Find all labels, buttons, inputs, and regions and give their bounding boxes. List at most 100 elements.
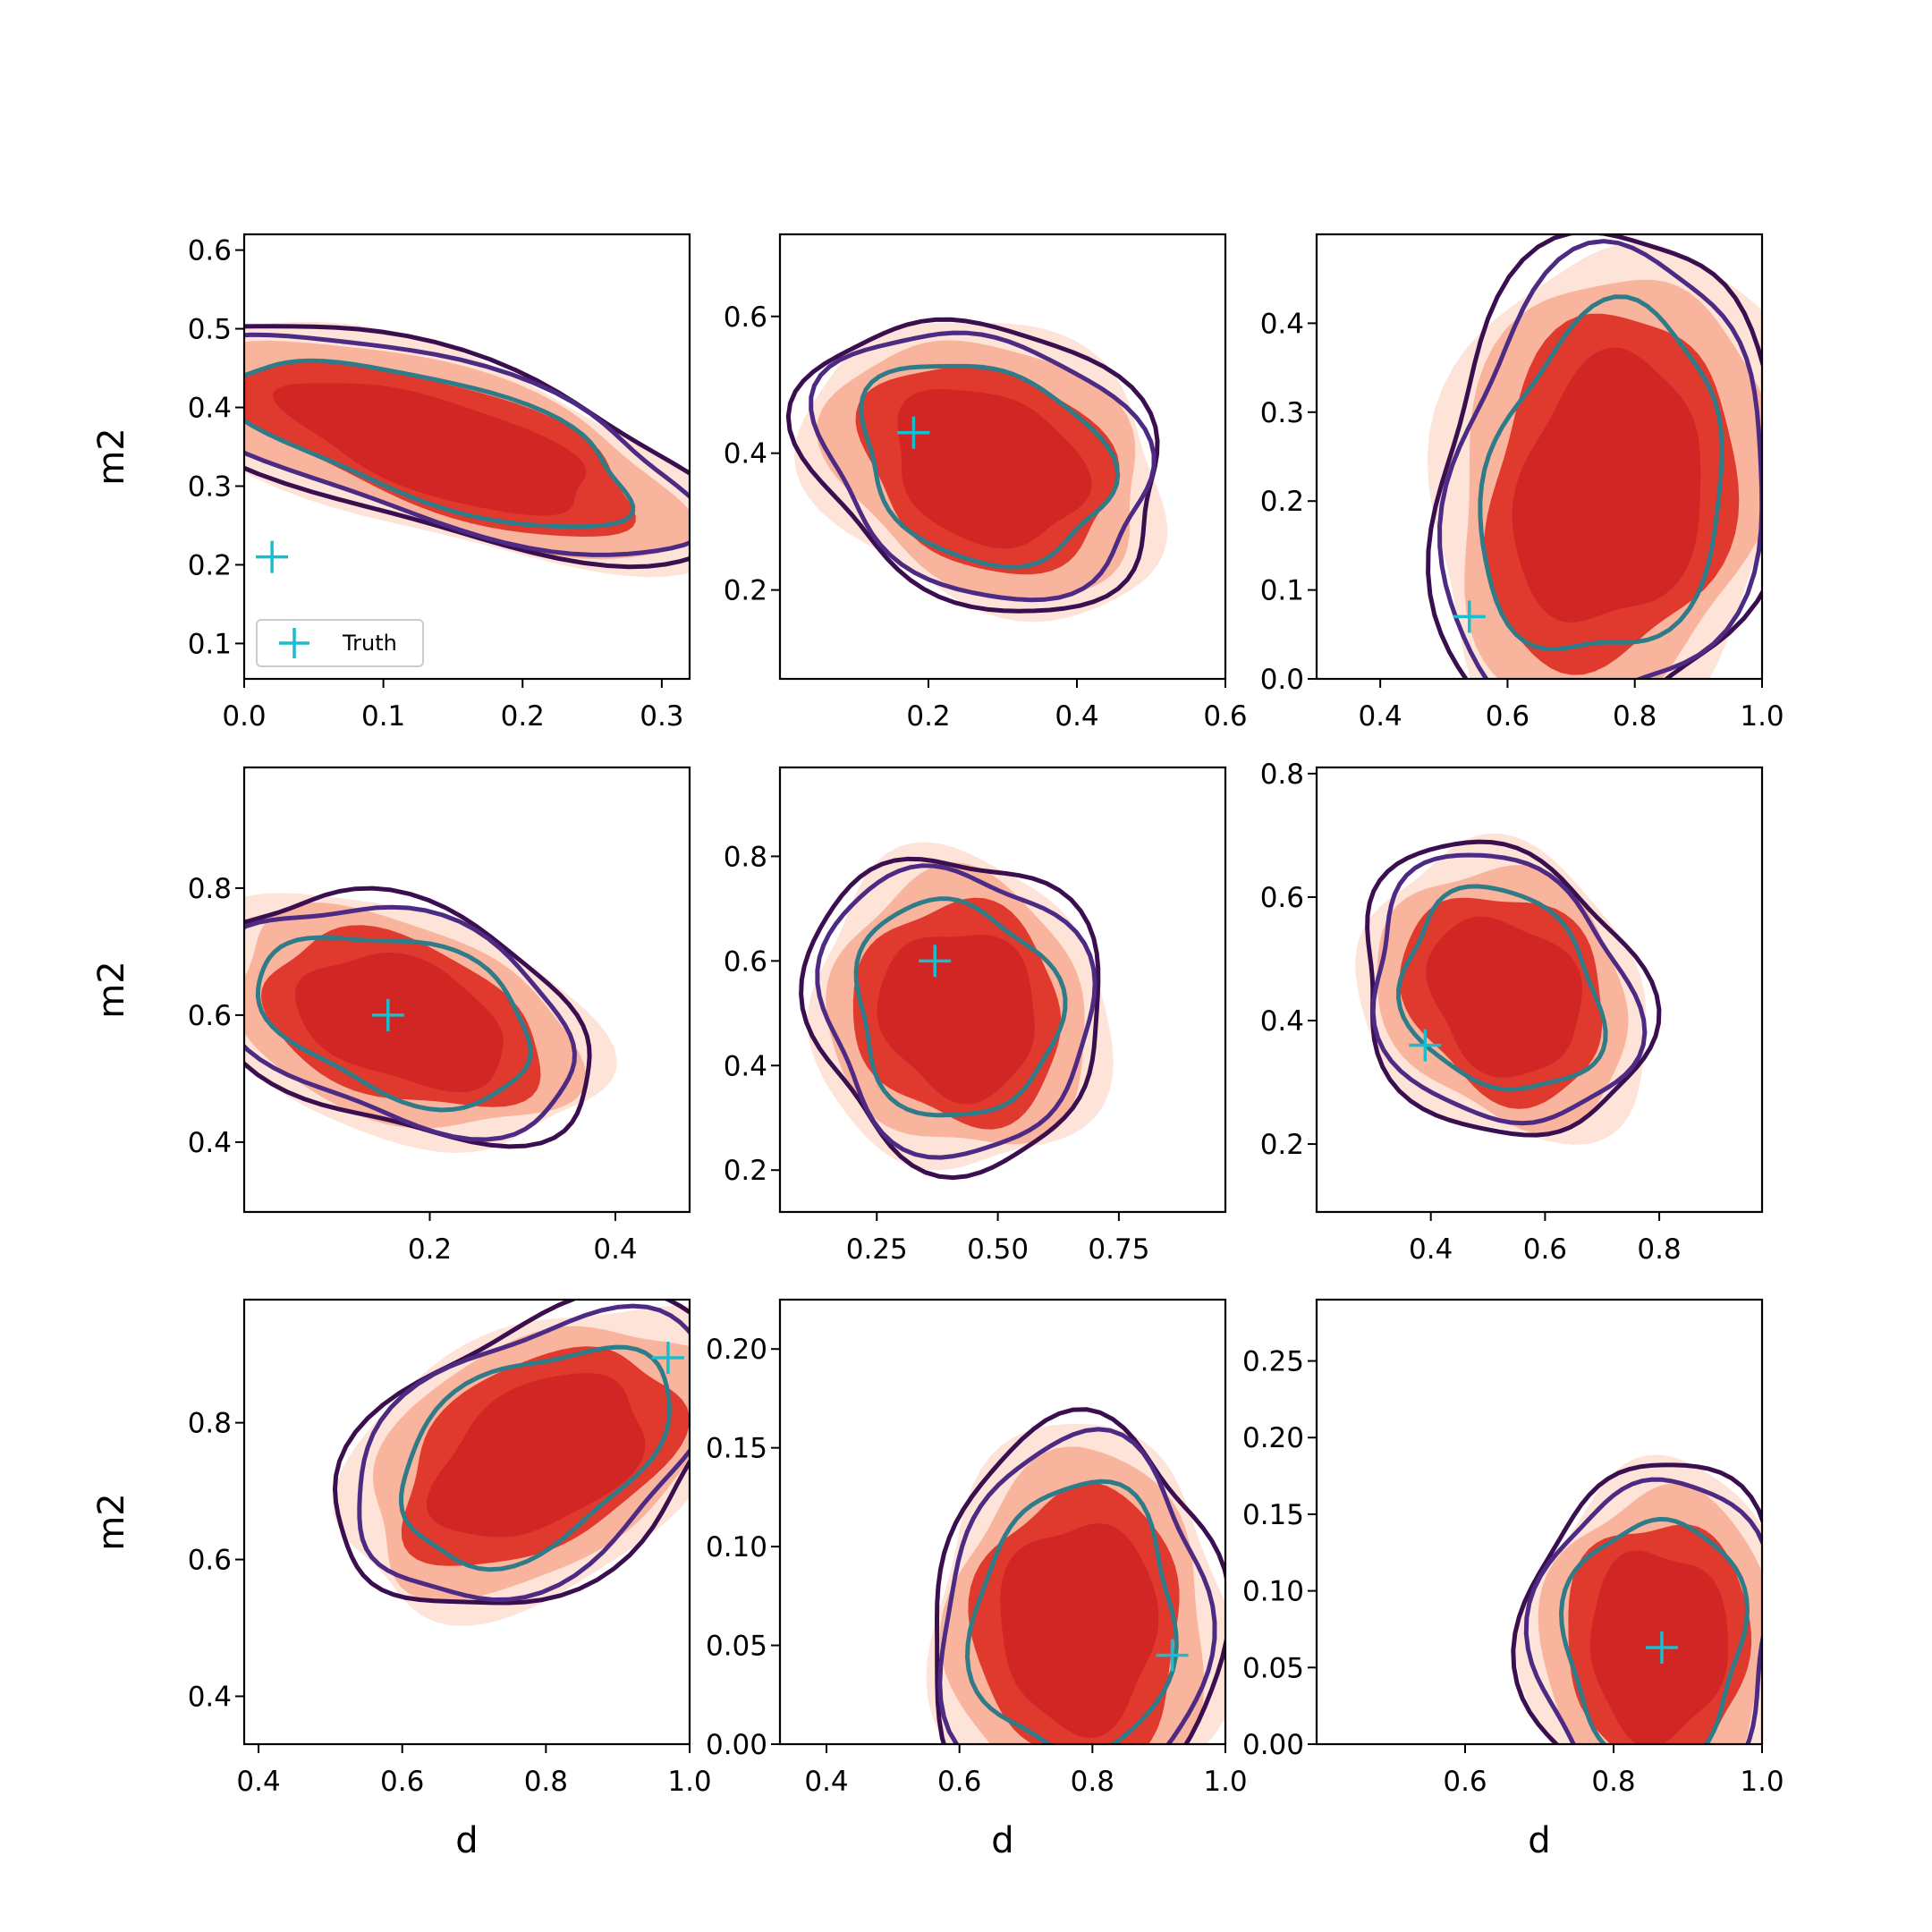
truth-marker [897, 416, 930, 449]
line-contour-level-3 [1396, 884, 1608, 1092]
x-tick-label: 0.4 [804, 1766, 848, 1798]
x-tick-label: 0.4 [1055, 700, 1098, 733]
y-tick-label: 0.00 [706, 1729, 767, 1761]
y-tick-label: 0.4 [1260, 308, 1304, 340]
truth-marker [651, 1341, 684, 1374]
y-tick-label: 0.10 [706, 1531, 767, 1563]
x-tick-label: 0.75 [1088, 1233, 1149, 1266]
legend: Truth [256, 619, 424, 667]
y-tick-label: 0.8 [188, 873, 232, 905]
line-contour-level-1 [1511, 1462, 1762, 1744]
line-contour-level-2 [244, 904, 577, 1142]
line-contour-level-3 [255, 935, 533, 1113]
x-tick-label: 0.0 [222, 700, 266, 733]
truth-marker [371, 998, 404, 1031]
y-tick-label: 0.6 [188, 1545, 232, 1577]
y-tick-label: 0.20 [1242, 1422, 1304, 1454]
y-tick-label: 0.2 [724, 1155, 767, 1187]
y-tick-label: 0.6 [188, 1000, 232, 1032]
truth-marker [1645, 1631, 1678, 1665]
line-contour-level-2 [937, 1427, 1217, 1744]
line-contour-level-2 [809, 330, 1157, 603]
y-tick-label: 0.3 [188, 470, 232, 503]
panel-4: 0.2 0.4 0.4 0.6 0.8 m2 [91, 766, 691, 1266]
panel-2: 0.2 0.4 0.6 0.2 0.4 0.6 [724, 233, 1248, 733]
line-contour-level-2 [244, 332, 690, 557]
y-tick-label: 0.6 [724, 301, 767, 334]
truth-marker [1409, 1029, 1442, 1062]
x-tick-label: 0.6 [1486, 700, 1530, 733]
filled-contour-level-4 [426, 1373, 646, 1538]
x-tick-label: 0.4 [1358, 700, 1402, 733]
x-axis-label: d [1528, 1820, 1550, 1861]
panel-6: 0.4 0.6 0.8 0.2 0.4 0.6 0.8 [1260, 758, 1764, 1266]
panel-8: 0.4 0.6 0.8 1.0 0.00 0.05 0.10 0.15 0.20 d [706, 1298, 1248, 1861]
y-tick-label: 0.4 [724, 1050, 767, 1082]
y-tick-label: 0.4 [188, 1681, 232, 1713]
y-tick-label: 0.1 [1260, 575, 1304, 607]
truth-marker [1453, 600, 1486, 633]
y-tick-label: 0.05 [706, 1631, 767, 1663]
panel-9: 0.6 0.8 1.0 0.00 0.05 0.10 0.15 0.20 0.25 d [1242, 1298, 1784, 1861]
y-tick-label: 0.8 [724, 841, 767, 873]
x-tick-label: 0.6 [1523, 1233, 1567, 1266]
x-tick-label: 0.2 [408, 1233, 452, 1266]
y-tick-label: 0.2 [724, 575, 767, 607]
y-tick-label: 0.4 [1260, 1005, 1304, 1038]
truth-marker [1156, 1639, 1189, 1672]
x-tick-label: 0.6 [380, 1766, 424, 1798]
x-tick-label: 0.4 [1409, 1233, 1453, 1266]
y-tick-label: 0.4 [188, 1127, 232, 1159]
y-axis-label: m2 [91, 428, 132, 485]
line-contour-level-1 [1365, 839, 1662, 1138]
x-axis-label: d [991, 1820, 1013, 1861]
filled-contour-level-4 [294, 953, 504, 1093]
panel-5: 0.25 0.50 0.75 0.2 0.4 0.6 0.8 [724, 766, 1227, 1266]
plot-area [926, 1407, 1225, 1744]
y-tick-label: 0.4 [724, 438, 767, 470]
x-tick-label: 1.0 [1740, 1766, 1784, 1798]
x-tick-label: 0.4 [593, 1233, 637, 1266]
y-tick-label: 0.0 [1260, 664, 1304, 696]
y-tick-label: 0.6 [1260, 882, 1304, 914]
panel-1: 0.0 0.1 0.2 0.3 0.1 0.2 0.3 0.4 0.5 0.6 m2 Truth [91, 233, 691, 733]
x-tick-label: 1.0 [1740, 700, 1784, 733]
line-contour-level-2 [357, 1303, 690, 1602]
y-axis-label: m2 [91, 1493, 132, 1550]
y-axis-label: m2 [91, 961, 132, 1018]
line-contour-level-3 [1478, 294, 1724, 652]
plot-area [785, 317, 1168, 623]
plot-area [333, 1300, 690, 1626]
x-tick-label: 0.3 [640, 700, 683, 733]
y-tick-label: 0.2 [188, 549, 232, 581]
line-contour-level-2 [815, 863, 1097, 1160]
x-tick-label: 0.50 [967, 1233, 1029, 1266]
filled-contour-level-4 [897, 389, 1092, 549]
axes-frame [1315, 1298, 1764, 1746]
y-tick-label: 0.8 [188, 1408, 232, 1440]
plot-area [244, 886, 617, 1153]
line-contour-level-1 [244, 324, 690, 570]
filled-contour-level-4 [1512, 347, 1701, 623]
y-tick-label: 0.00 [1242, 1729, 1304, 1761]
y-tick-label: 0.1 [188, 628, 232, 660]
axes-frame [778, 766, 1227, 1214]
x-tick-label: 0.2 [501, 700, 545, 733]
axes-frame [242, 1298, 691, 1746]
line-contour-level-2 [1523, 1477, 1762, 1744]
axes-frame [1315, 766, 1764, 1214]
plot-area [1426, 234, 1762, 679]
x-tick-label: 1.0 [1203, 1766, 1247, 1798]
line-contour-level-1 [244, 886, 592, 1149]
x-tick-label: 0.8 [1637, 1233, 1681, 1266]
y-tick-label: 0.2 [1260, 1129, 1304, 1161]
plot-area [244, 321, 690, 578]
y-tick-label: 0.20 [706, 1334, 767, 1366]
line-contour-level-1 [1426, 234, 1762, 679]
y-tick-label: 0.10 [1242, 1576, 1304, 1608]
x-tick-label: 0.6 [1203, 700, 1247, 733]
x-axis-label: d [455, 1820, 478, 1861]
y-tick-label: 0.2 [1260, 486, 1304, 518]
line-contour-level-2 [1370, 852, 1648, 1126]
y-tick-label: 0.6 [188, 235, 232, 267]
